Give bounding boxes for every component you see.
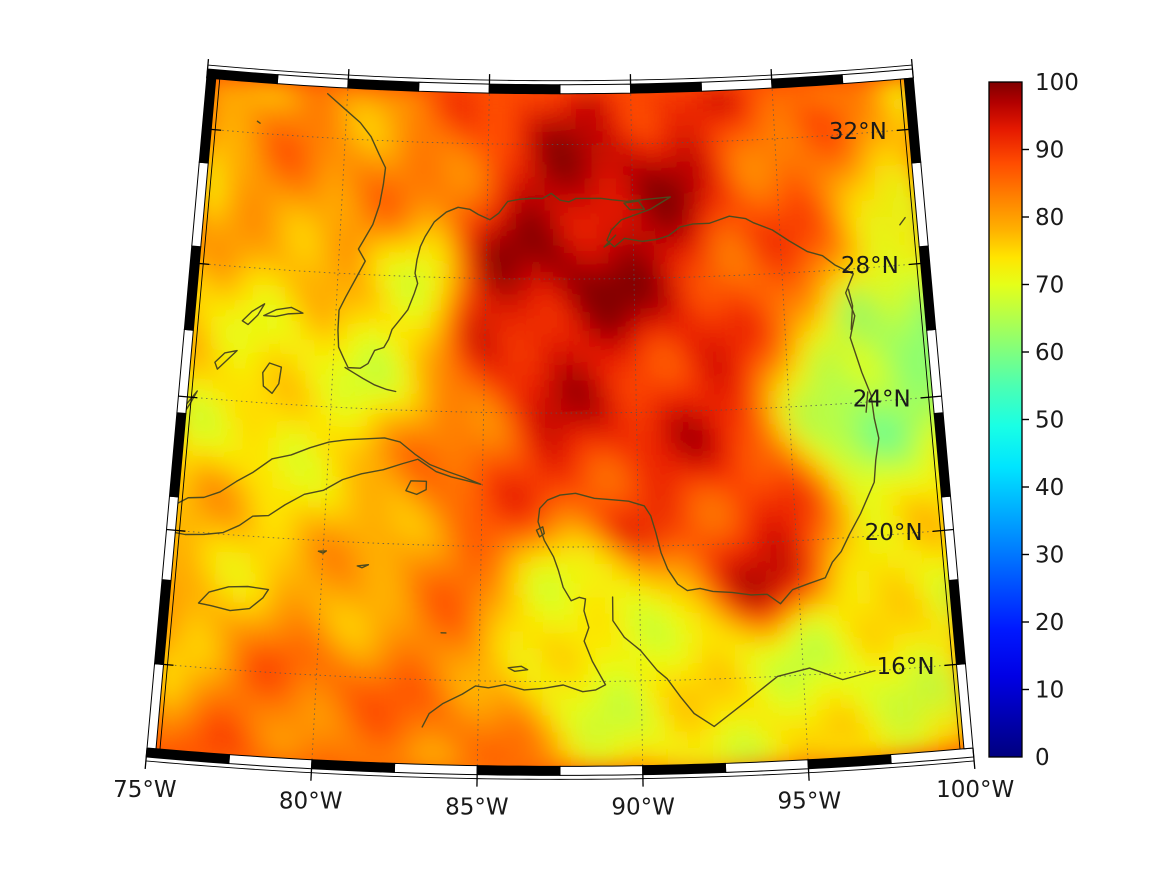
latitude-tick-label: 20°N (865, 520, 923, 546)
longitude-tick-label: 80°W (279, 789, 343, 815)
colorbar-tick-label: 50 (1035, 408, 1064, 434)
colorbar[interactable]: 0 10 20 30 40 50 60 70 80 90 100 (988, 70, 1079, 771)
longitude-tick-label: 95°W (778, 789, 842, 815)
latitude-tick-label: 28°N (841, 253, 899, 279)
longitude-tick-label: 85°W (445, 795, 509, 821)
colorbar-gradient[interactable] (988, 81, 1023, 758)
latitude-tick-label: 24°N (853, 386, 911, 412)
colorbar-tick-label: 20 (1035, 610, 1064, 636)
colorbar-tick-label: 90 (1035, 138, 1064, 164)
map-frame-border (145, 64, 975, 780)
latitude-tick-label: 32°N (829, 119, 887, 145)
colorbar-tick-label: 40 (1035, 475, 1064, 501)
longitude-tick-label: 90°W (611, 795, 675, 821)
longitude-tick-labels: 100°W 95°W 90°W 85°W 80°W 75°W (113, 777, 1014, 821)
longitude-tick-label: 100°W (936, 777, 1014, 803)
axis-ticks (144, 59, 976, 787)
colorbar-ticks (1022, 148, 1029, 691)
latitude-tick-label: 16°N (877, 654, 935, 680)
longitude-tick-label: 75°W (113, 777, 177, 803)
colorbar-tick-label: 70 (1035, 273, 1064, 299)
coastlines (147, 93, 906, 728)
colorbar-tick-label: 0 (1035, 745, 1050, 771)
colorbar-tick-label: 100 (1035, 70, 1079, 96)
colorbar-tick-labels: 0 10 20 30 40 50 60 70 80 90 100 (1035, 70, 1079, 771)
latitude-tick-labels: 32°N 28°N 24°N 20°N 16°N (829, 119, 935, 680)
colorbar-tick-label: 10 (1035, 678, 1064, 704)
colorbar-tick-label: 80 (1035, 205, 1064, 231)
colorbar-tick-label: 60 (1035, 340, 1064, 366)
colorbar-tick-label: 30 (1035, 543, 1064, 569)
